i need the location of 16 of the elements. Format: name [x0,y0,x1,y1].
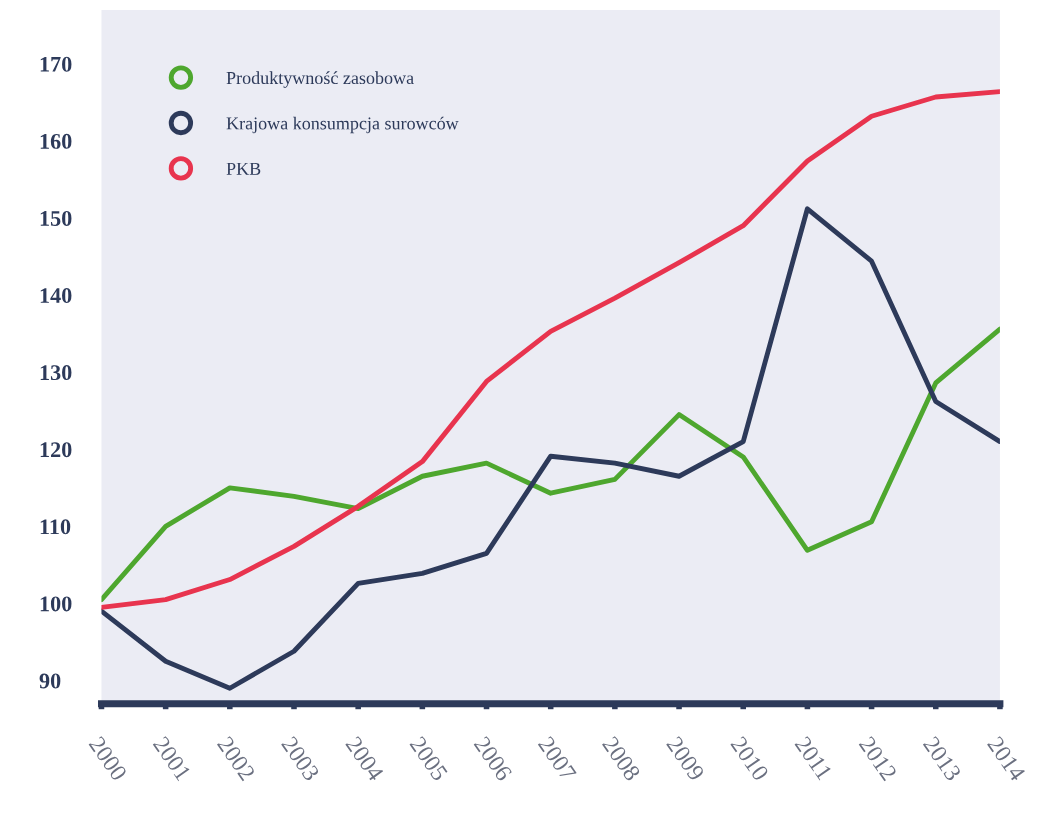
y-tick-label: 160 [40,133,72,149]
legend-label: Produktywność zasobowa [226,71,414,88]
line-series [101,326,1000,603]
y-tick-label: 170 [40,56,72,72]
y-tick-label: 100 [40,596,72,612]
legend-label: Krajowa konsumpcja surowców [226,116,459,134]
legend-label: PKB [226,162,261,175]
line-series [101,89,1000,610]
y-tick-label: 140 [40,288,72,304]
x-tick-label: 2007 [537,735,577,782]
y-tick-label: 130 [40,365,72,381]
y-tick-label: 110 [40,519,71,535]
y-tick-label: 120 [40,442,72,458]
line-series [101,206,1000,691]
y-tick-label: 90 [39,673,61,689]
y-tick-label: 150 [40,210,72,226]
